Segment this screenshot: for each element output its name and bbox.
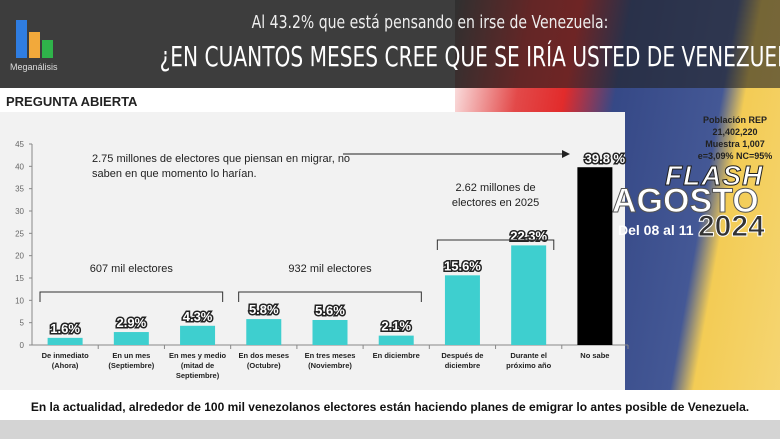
info-line: 21,402,220: [712, 127, 758, 137]
bar: [312, 319, 348, 345]
bar: [378, 335, 414, 345]
annotation-text: 607 mil electores: [90, 263, 174, 275]
category-label: Septiembre): [176, 371, 220, 380]
annotation-text: electores en 2025: [452, 197, 539, 209]
category-label: Después de: [441, 351, 483, 360]
category-label: En un mes: [112, 351, 150, 360]
y-tick-label: 10: [15, 296, 24, 305]
data-label: 5.6%: [315, 303, 345, 318]
data-label: 1.6%: [50, 321, 80, 336]
category-label: En dos meses: [239, 351, 289, 360]
caption: En la actualidad, alrededor de 100 mil v…: [0, 392, 780, 420]
y-tick-label: 0: [20, 341, 25, 350]
category-label: En diciembre: [373, 351, 420, 360]
data-label: 2.9%: [117, 315, 147, 330]
y-tick-label: 15: [15, 274, 24, 283]
category-label: (Ahora): [52, 361, 79, 370]
y-tick-label: 30: [15, 207, 24, 216]
page-title: ¿EN CUANTOS MESES CREE QUE SE IRÍA USTED…: [160, 40, 780, 73]
data-label: 2.1%: [381, 319, 411, 334]
y-tick-label: 40: [15, 162, 24, 171]
bar: [180, 325, 216, 345]
annotation-text: 2.62 millones de: [456, 182, 536, 194]
data-label: 4.3%: [183, 309, 213, 324]
y-tick-label: 35: [15, 185, 24, 194]
annotation-bracket: [39, 291, 224, 302]
category-label: próximo año: [506, 361, 551, 370]
data-label: 15.6%: [444, 258, 481, 273]
annotation-text: 932 mil electores: [288, 263, 372, 275]
data-label: 22.3%: [510, 228, 547, 243]
category-label: (Septiembre): [108, 361, 154, 370]
annotation-bracket: [238, 291, 422, 302]
month-brand: AGOSTO: [612, 182, 760, 221]
subtitle: Al 43.2% que está pensando en irse de Ve…: [251, 12, 609, 33]
year-brand: 2024: [698, 210, 766, 244]
bar: [577, 167, 613, 345]
footer-bar: [0, 420, 780, 439]
y-tick-label: 45: [15, 140, 24, 149]
annotation-text: saben en que momento lo harían.: [92, 168, 257, 180]
y-tick-label: 25: [15, 229, 24, 238]
category-label: En tres meses: [305, 351, 356, 360]
section-label: PREGUNTA ABIERTA: [6, 94, 138, 109]
annotation-text: 2.75 millones de electores que piensan e…: [92, 153, 350, 165]
category-label: En mes y medio: [169, 351, 227, 360]
data-label: 5.8%: [249, 302, 279, 317]
survey-info: Población REP 21,402,220 Muestra 1,007 e…: [690, 114, 780, 162]
bar-chart: 0 5 10 15 20 25 30 35 40 45 1.6% De inmediato(Ahora…: [15, 140, 629, 380]
y-tick-label: 5: [20, 319, 25, 328]
info-line: Muestra 1,007: [705, 139, 765, 149]
date-range: Del 08 al 11: [618, 222, 694, 238]
info-line: Población REP: [702, 115, 767, 125]
bar: [113, 332, 149, 345]
bar: [47, 337, 83, 345]
header-overlay: [455, 0, 780, 88]
arrow-head: [562, 150, 570, 158]
title-text: ¿EN CUANTOS MESES CREE QUE SE IRÍA USTED…: [159, 40, 780, 73]
category-label: No sabe: [580, 351, 609, 360]
annotation-bracket: [436, 239, 555, 250]
meganalisis-logo: [16, 20, 66, 70]
category-label: Durante el: [510, 351, 547, 360]
bar: [511, 245, 547, 345]
y-tick-label: 20: [15, 252, 24, 261]
category-label: De inmediato: [42, 351, 90, 360]
data-label: 39.8 %: [585, 151, 626, 166]
info-line: e=3,09% NC=95%: [697, 151, 773, 161]
category-label: (Octubre): [247, 361, 281, 370]
bar: [444, 275, 480, 345]
flash-brand: FLASH: [664, 160, 764, 192]
logo-text: Meganálisis: [10, 62, 58, 72]
category-label: (mitad de: [181, 361, 214, 370]
category-label: diciembre: [445, 361, 480, 370]
category-label: (Noviembre): [308, 361, 352, 370]
bar: [246, 319, 282, 345]
